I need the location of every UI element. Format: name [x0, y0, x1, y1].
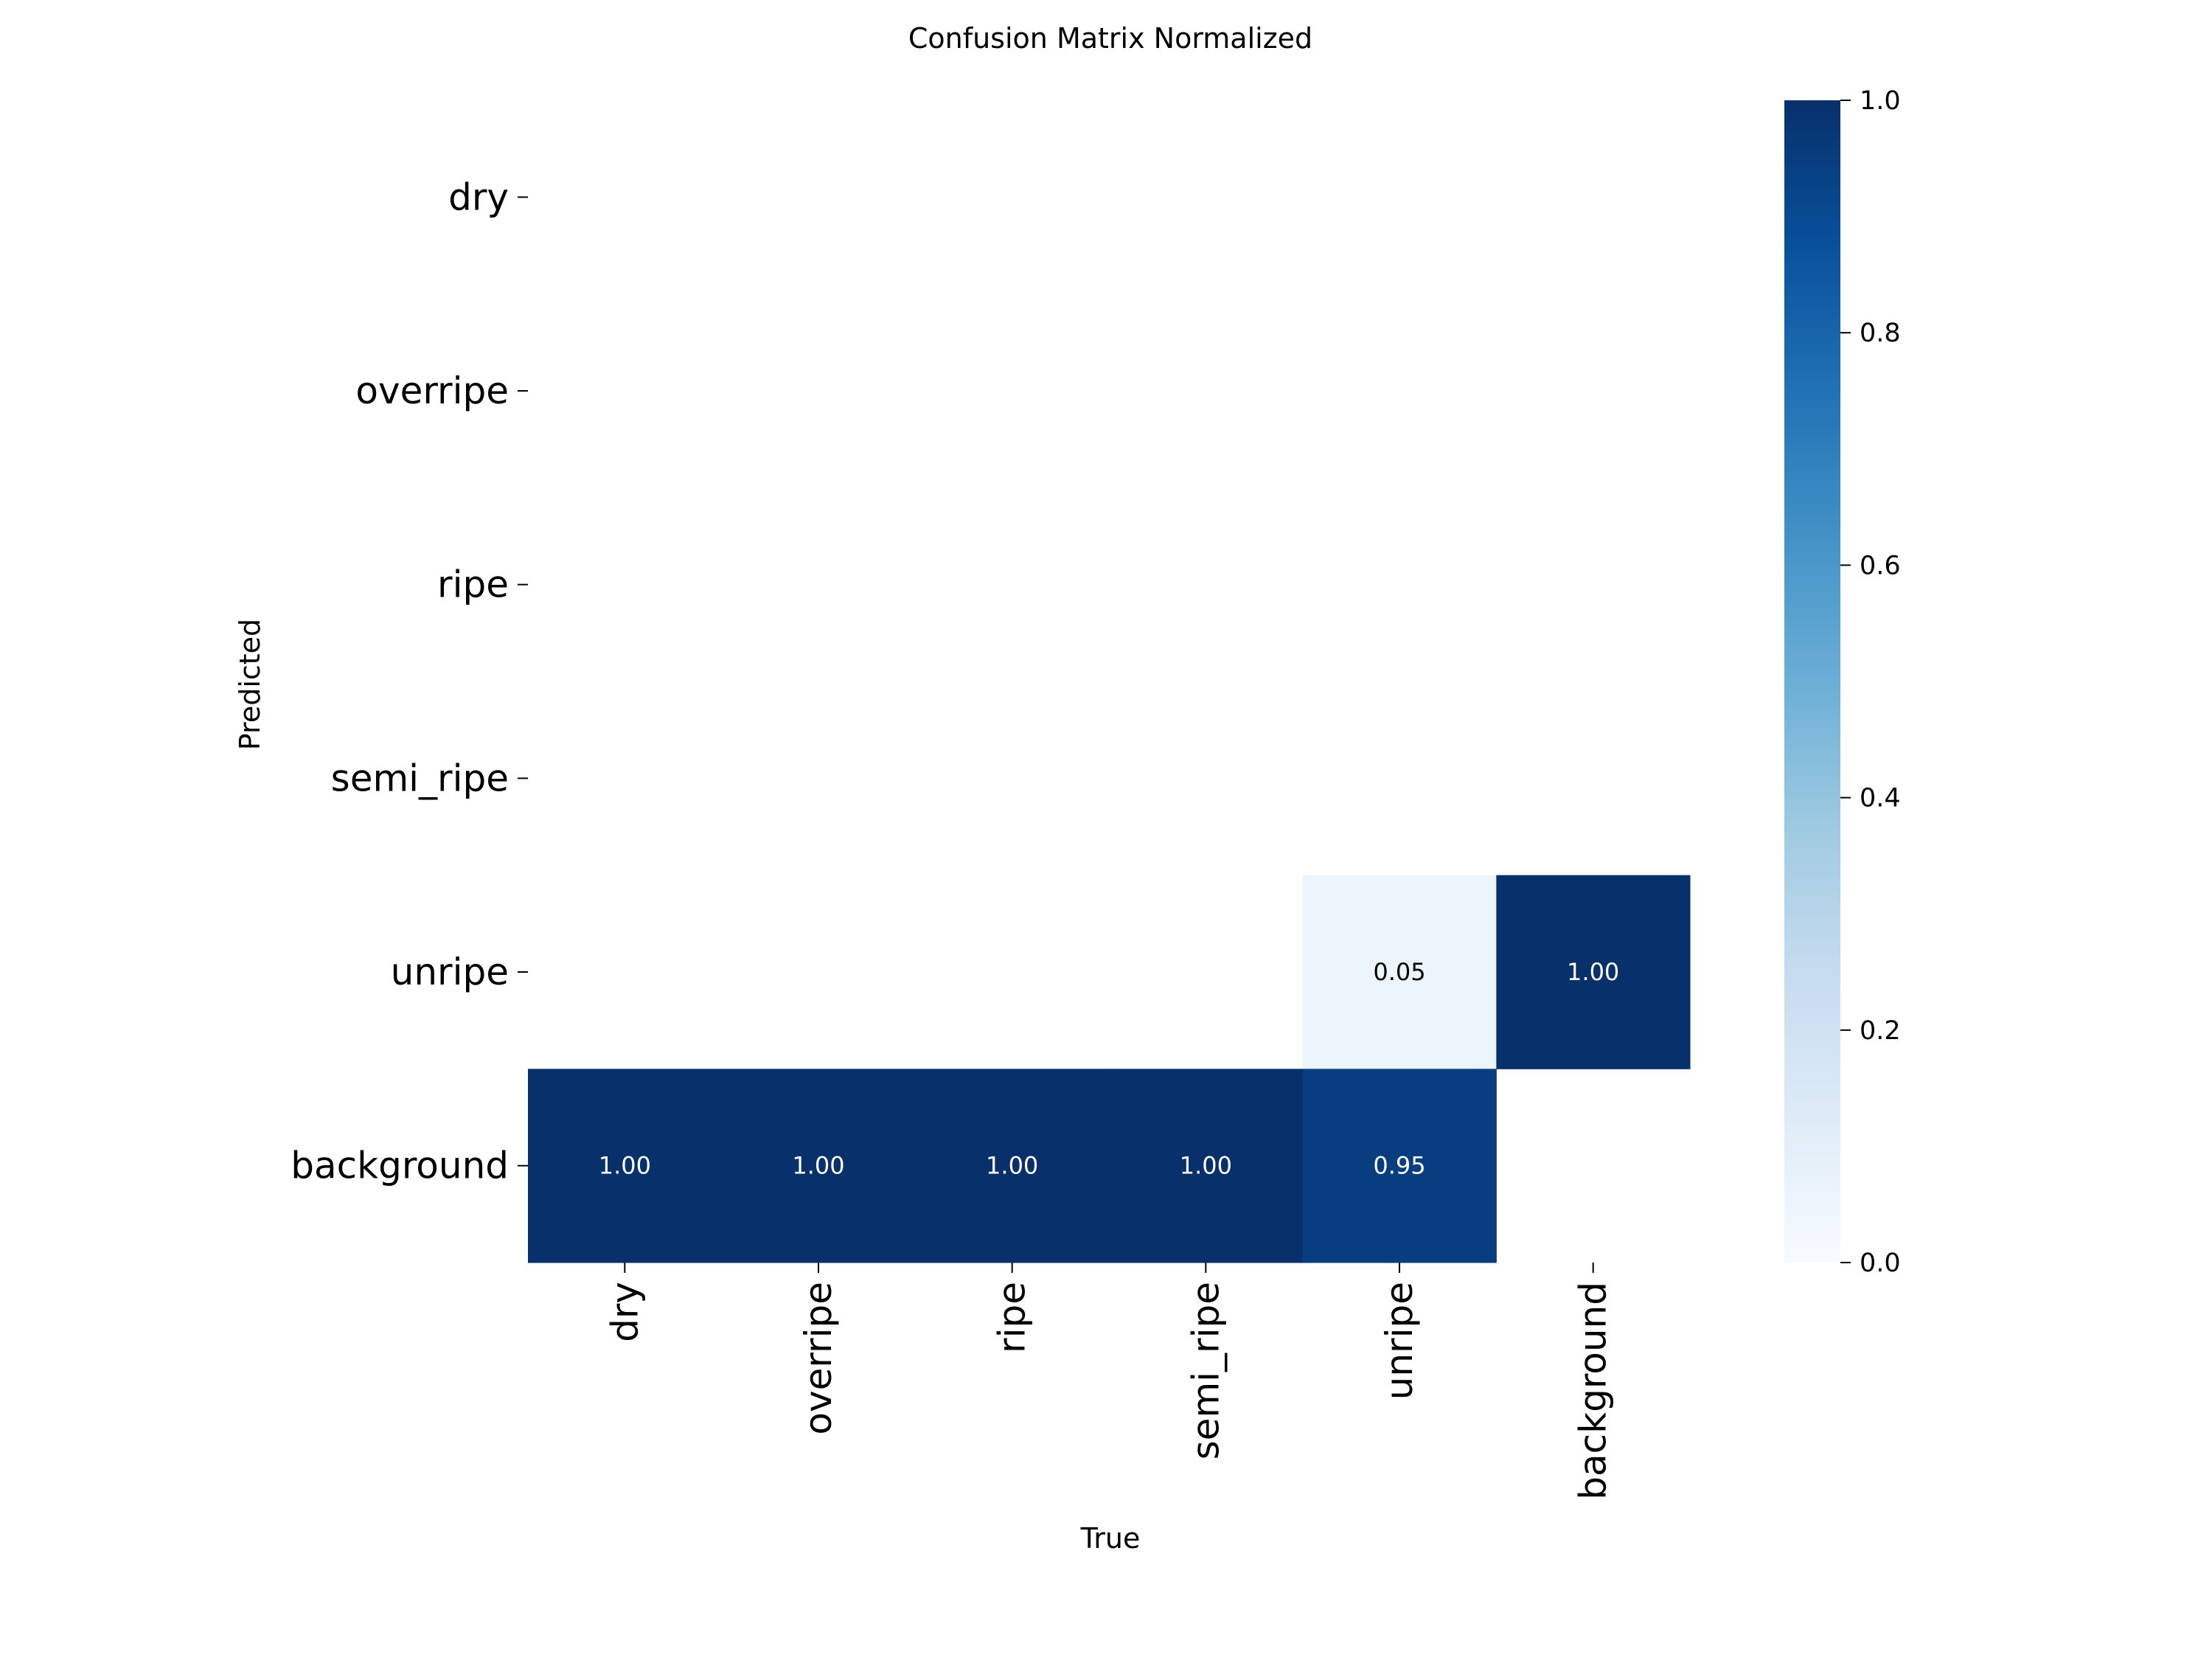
colorbar: 0.0 0.2 0.4 0.6 0.8 1.0	[1784, 86, 1901, 1278]
y-tick-label: background	[291, 1145, 509, 1187]
y-tick-label: dry	[448, 176, 509, 218]
x-tick-label: background	[1572, 1282, 1615, 1500]
cell-value-label: 1.00	[986, 1152, 1038, 1180]
x-tick-label: ripe	[991, 1282, 1034, 1353]
heatmap-cell	[528, 1069, 723, 1263]
colorbar-tick-label: 0.4	[1860, 784, 1901, 813]
heatmap-cells: 0.05 1.00 1.00 1.00 1.00 1.00 0.95	[528, 875, 1691, 1263]
cell-value-label: 1.00	[599, 1152, 651, 1180]
x-tick-label: dry	[603, 1282, 646, 1342]
x-tick-label: unripe	[1378, 1282, 1421, 1400]
x-tick-label: overripe	[797, 1282, 840, 1435]
heatmap-cell	[1109, 1069, 1304, 1263]
cell-value-label: 0.05	[1373, 958, 1425, 986]
colorbar-tick-label: 0.0	[1860, 1249, 1901, 1278]
heatmap-cell	[1302, 875, 1497, 1069]
chart-title: Confusion Matrix Normalized	[908, 22, 1312, 55]
colorbar-gradient	[1784, 100, 1840, 1263]
heatmap-cell	[721, 1069, 916, 1263]
y-tick-label: unripe	[391, 951, 509, 993]
colorbar-tick-label: 0.2	[1860, 1016, 1901, 1046]
heatmap-cell	[915, 1069, 1110, 1263]
colorbar-tick-label: 1.0	[1860, 86, 1901, 116]
colorbar-tick-label: 0.6	[1860, 551, 1901, 580]
heatmap-cell	[1302, 1069, 1497, 1263]
x-axis-ticks: dry overripe ripe semi_ripe unripe background	[603, 1263, 1615, 1500]
x-axis-title: True	[1080, 1522, 1141, 1555]
cell-value-label: 1.00	[1567, 958, 1619, 986]
y-tick-label: overripe	[355, 369, 509, 412]
cell-value-label: 1.00	[792, 1152, 844, 1180]
y-tick-label: semi_ripe	[331, 757, 509, 799]
cell-value-label: 0.95	[1373, 1152, 1425, 1180]
heatmap-cell	[1496, 875, 1691, 1069]
x-tick-label: semi_ripe	[1184, 1282, 1227, 1459]
y-axis-title: Predicted	[234, 619, 266, 750]
y-tick-label: ripe	[437, 563, 509, 606]
colorbar-ticks: 0.0 0.2 0.4 0.6 0.8 1.0	[1840, 86, 1901, 1278]
colorbar-tick-label: 0.8	[1860, 319, 1901, 348]
cell-value-label: 1.00	[1180, 1152, 1232, 1180]
